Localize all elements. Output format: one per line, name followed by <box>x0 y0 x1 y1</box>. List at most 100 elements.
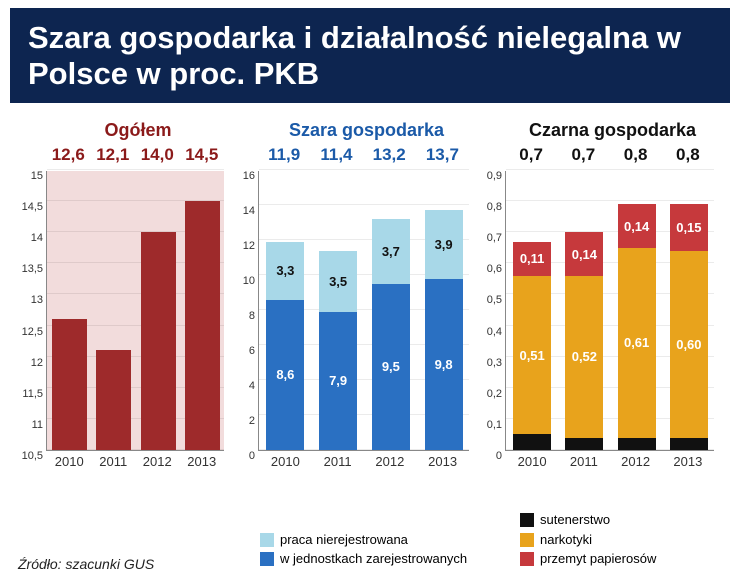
bar <box>185 201 220 450</box>
segment-label: 0,11 <box>520 251 545 266</box>
bar-segment: 0,04 <box>618 438 656 450</box>
y-tick-label: 0,7 <box>487 232 502 244</box>
charts-row: Ogółem 12,612,114,014,5 10,51111,51212,513… <box>10 120 730 520</box>
panel-black-economy: Czarna gospodarka0,70,70,80,800,10,20,30… <box>475 120 720 520</box>
x-tick-label: 2011 <box>324 454 352 469</box>
y-tick-label: 0,9 <box>487 170 502 182</box>
legend-item: praca nierejestrowana <box>260 531 490 549</box>
page-title: Szara gospodarka i działalność nielegaln… <box>28 20 712 91</box>
y-tick-label: 14,5 <box>22 201 43 213</box>
x-tick-label: 2010 <box>55 454 84 469</box>
plot-area: 10,51111,51212,51313,51414,5152010201120… <box>46 171 224 451</box>
y-tick-label: 14 <box>243 205 255 217</box>
y-tick-label: 0,2 <box>487 388 502 400</box>
segment-label: 0,14 <box>624 219 649 234</box>
legend-label: w jednostkach zarejestrowanych <box>280 550 467 568</box>
y-tick-label: 8 <box>249 310 255 322</box>
y-tick-label: 10,5 <box>22 450 43 462</box>
total-value: 13,7 <box>426 145 459 165</box>
totals-row: 0,70,70,80,8 <box>505 145 714 165</box>
bar-segment: 3,3 <box>266 242 304 300</box>
panel-grey-economy: Szara gospodarka11,911,413,213,702468101… <box>230 120 475 520</box>
totals-row: 12,612,114,014,5 <box>46 145 224 165</box>
plot-area: 024681012141620102011201220138,63,37,93,… <box>258 171 469 451</box>
bar: 0,040,600,15 <box>670 204 708 450</box>
y-tick-label: 0,6 <box>487 263 502 275</box>
x-tick-label: 2010 <box>271 454 300 469</box>
plot-area: 00,10,20,30,40,50,60,70,80,9201020112012… <box>505 171 714 451</box>
segment-label: 8,6 <box>276 367 294 382</box>
legend-label: przemyt papierosów <box>540 550 656 568</box>
segment-label: 3,9 <box>435 237 453 252</box>
bar <box>52 319 87 450</box>
y-tick-label: 13,5 <box>22 263 43 275</box>
bar-segment: 7,9 <box>319 312 357 450</box>
bar-segment <box>52 319 87 450</box>
bar: 9,8 3,9 <box>425 210 463 450</box>
segment-label: 9,5 <box>382 359 400 374</box>
segment-label: 7,9 <box>329 373 347 388</box>
total-value: 0,7 <box>572 145 596 165</box>
bar-segment: 0,51 <box>513 276 551 435</box>
y-tick-label: 0,8 <box>487 201 502 213</box>
total-value: 0,8 <box>624 145 648 165</box>
bar-segment: 0,04 <box>565 438 603 450</box>
y-tick-label: 12,5 <box>22 326 43 338</box>
bar: 8,6 3,3 <box>266 242 304 450</box>
bar-segment: 3,7 <box>372 219 410 284</box>
legend-item: przemyt papierosów <box>520 550 730 568</box>
legend-swatch <box>520 552 534 566</box>
bar-segment: 3,5 <box>319 251 357 312</box>
segment-label: 0,52 <box>572 349 597 364</box>
y-tick-label: 0,5 <box>487 294 502 306</box>
total-value: 12,6 <box>52 145 85 165</box>
legend-swatch <box>520 533 534 547</box>
totals-row: 11,911,413,213,7 <box>258 145 469 165</box>
bar-segment: 3,9 <box>425 210 463 278</box>
y-tick-label: 0,1 <box>487 419 502 431</box>
panel-total: Ogółem 12,612,114,014,5 10,51111,51212,513… <box>10 120 230 520</box>
bar-segment: 0,52 <box>565 276 603 438</box>
bar <box>141 232 176 450</box>
x-axis: 2010201120122013 <box>259 450 469 469</box>
y-axis: 0246810121416 <box>229 171 259 450</box>
bar: 0,04 0,52 0,14 <box>565 232 603 450</box>
x-tick-label: 2013 <box>187 454 216 469</box>
legend-item: w jednostkach zarejestrowanych <box>260 550 490 568</box>
y-tick-label: 0,4 <box>487 326 502 338</box>
y-tick-label: 0 <box>496 450 502 462</box>
y-tick-label: 15 <box>31 170 43 182</box>
panel-title: Ogółem <box>46 120 230 141</box>
legend-swatch <box>520 513 534 527</box>
grid-line <box>506 169 714 170</box>
total-value: 14,0 <box>141 145 174 165</box>
bar <box>96 350 131 450</box>
y-tick-label: 6 <box>249 345 255 357</box>
x-tick-label: 2012 <box>143 454 172 469</box>
y-tick-label: 14 <box>31 232 43 244</box>
total-value: 13,2 <box>373 145 406 165</box>
segment-label: 3,3 <box>276 263 294 278</box>
legend-item: sutenerstwo <box>520 511 730 529</box>
total-value: 0,7 <box>519 145 543 165</box>
y-tick-label: 0,3 <box>487 357 502 369</box>
bar-segment: 0,04 <box>670 438 708 450</box>
bar: 9,5 3,7 <box>372 219 410 450</box>
bar-segment: 0,14 <box>565 232 603 276</box>
y-axis: 10,51111,51212,51313,51414,515 <box>17 171 47 450</box>
bar-segment: 0,15 <box>670 204 708 251</box>
legend-swatch <box>260 533 274 547</box>
bar: 7,9 3,5 <box>319 251 357 451</box>
grid-line <box>47 169 224 170</box>
segment-label: 0,61 <box>624 335 649 350</box>
x-tick-label: 2011 <box>99 454 127 469</box>
segment-label: 9,8 <box>435 357 453 372</box>
chart-header: Szara gospodarka i działalność nielegaln… <box>10 8 730 103</box>
bar-segment <box>96 350 131 450</box>
x-tick-label: 2011 <box>570 454 598 469</box>
y-tick-label: 13 <box>31 294 43 306</box>
bar-segment: 0,05 <box>513 434 551 450</box>
y-tick-label: 10 <box>243 275 255 287</box>
legend-label: sutenerstwo <box>540 511 610 529</box>
segment-label: 0,51 <box>519 348 544 363</box>
